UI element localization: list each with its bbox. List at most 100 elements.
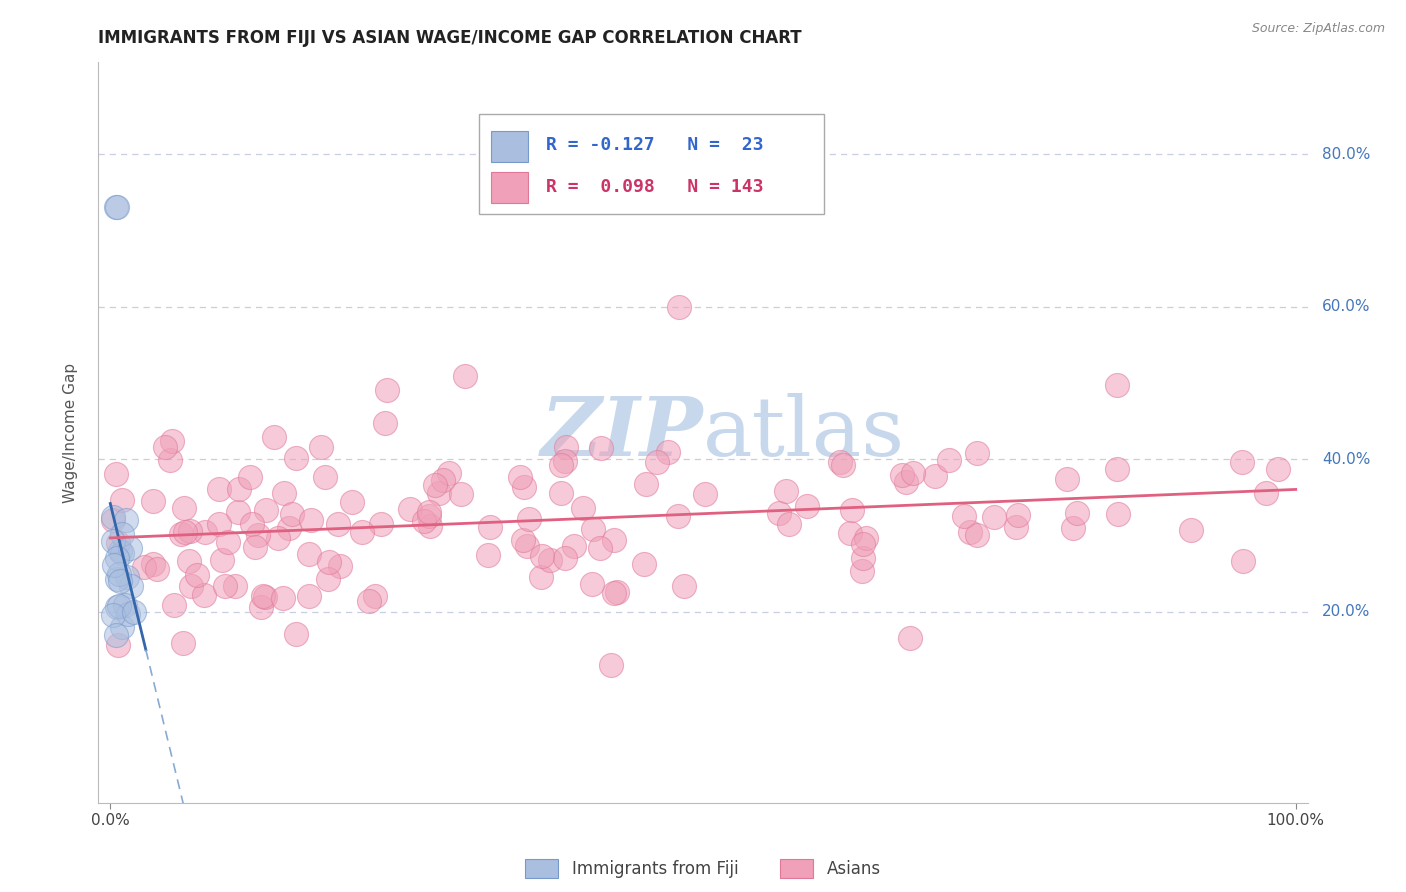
Text: atlas: atlas (703, 392, 905, 473)
Point (1256, 485, 1278, 500)
Point (273, 486, 295, 500)
Point (890, 468, 912, 483)
Point (298, 589, 321, 603)
Point (953, 509, 976, 524)
Point (318, 556, 340, 570)
Point (101, 513, 124, 527)
Point (828, 454, 851, 468)
Point (172, 636, 194, 650)
Point (938, 453, 960, 467)
Point (155, 441, 177, 455)
Point (375, 384, 398, 398)
Point (668, 300, 690, 314)
Point (115, 570, 138, 584)
Point (173, 501, 195, 516)
Point (104, 467, 127, 481)
Point (1230, 455, 1253, 469)
Point (852, 551, 875, 566)
Point (194, 525, 217, 540)
Point (110, 526, 132, 541)
Point (589, 541, 612, 555)
Point (898, 631, 921, 645)
Point (208, 517, 231, 532)
Point (633, 557, 655, 571)
Text: 60.0%: 60.0% (1322, 299, 1371, 314)
Point (370, 517, 392, 532)
Point (105, 572, 128, 586)
Point (224, 579, 246, 593)
Point (193, 588, 215, 602)
Point (530, 570, 553, 584)
Point (778, 517, 800, 532)
Point (146, 562, 169, 576)
Point (478, 520, 501, 534)
Point (105, 201, 128, 215)
Point (226, 504, 249, 518)
Bar (492, 172, 527, 203)
Point (252, 589, 274, 603)
Point (412, 514, 434, 528)
Point (246, 528, 269, 542)
Point (115, 513, 138, 527)
Point (118, 541, 141, 555)
Point (105, 599, 128, 614)
Text: Source: ZipAtlas.com: Source: ZipAtlas.com (1251, 22, 1385, 36)
Point (107, 536, 129, 550)
Point (114, 598, 136, 612)
Point (775, 483, 797, 498)
Point (359, 594, 381, 608)
Point (186, 568, 208, 582)
Point (454, 369, 477, 384)
Point (242, 517, 264, 532)
Point (239, 469, 262, 483)
Point (101, 510, 124, 524)
Point (103, 558, 125, 572)
Point (796, 499, 818, 513)
Point (271, 591, 294, 605)
Point (107, 638, 129, 652)
Y-axis label: Wage/Income Gap: Wage/Income Gap (63, 362, 77, 503)
Point (841, 502, 863, 516)
Point (120, 578, 142, 592)
Point (245, 540, 267, 554)
Point (309, 440, 332, 454)
Point (418, 508, 440, 523)
Text: IMMIGRANTS FROM FIJI VS ASIAN WAGE/INCOME GAP CORRELATION CHART: IMMIGRANTS FROM FIJI VS ASIAN WAGE/INCOM… (98, 29, 801, 47)
Point (603, 585, 626, 599)
Point (214, 579, 236, 593)
Point (211, 553, 233, 567)
Point (418, 505, 440, 519)
Legend: Immigrants from Fiji, Asians: Immigrants from Fiji, Asians (519, 852, 887, 885)
Point (350, 524, 373, 539)
Point (101, 607, 124, 622)
Point (1180, 523, 1202, 537)
Point (554, 551, 576, 566)
Point (966, 528, 988, 542)
Point (342, 495, 364, 509)
Point (645, 455, 668, 469)
Point (111, 493, 134, 508)
Point (896, 475, 918, 489)
Point (170, 527, 193, 541)
Point (423, 478, 446, 492)
Point (267, 531, 290, 545)
Point (839, 525, 862, 540)
Point (550, 458, 572, 472)
Point (285, 627, 308, 641)
Point (419, 519, 441, 533)
Point (299, 513, 322, 527)
Point (855, 531, 877, 545)
Point (108, 567, 131, 582)
Point (589, 441, 612, 455)
Point (832, 458, 855, 472)
Point (108, 599, 131, 613)
Point (966, 446, 988, 460)
Text: R =  0.098   N = 143: R = 0.098 N = 143 (546, 178, 763, 196)
Point (111, 546, 134, 560)
Point (285, 451, 308, 466)
Point (314, 470, 336, 484)
Point (581, 522, 603, 536)
Point (217, 534, 239, 549)
Point (603, 533, 626, 548)
Point (550, 486, 572, 500)
